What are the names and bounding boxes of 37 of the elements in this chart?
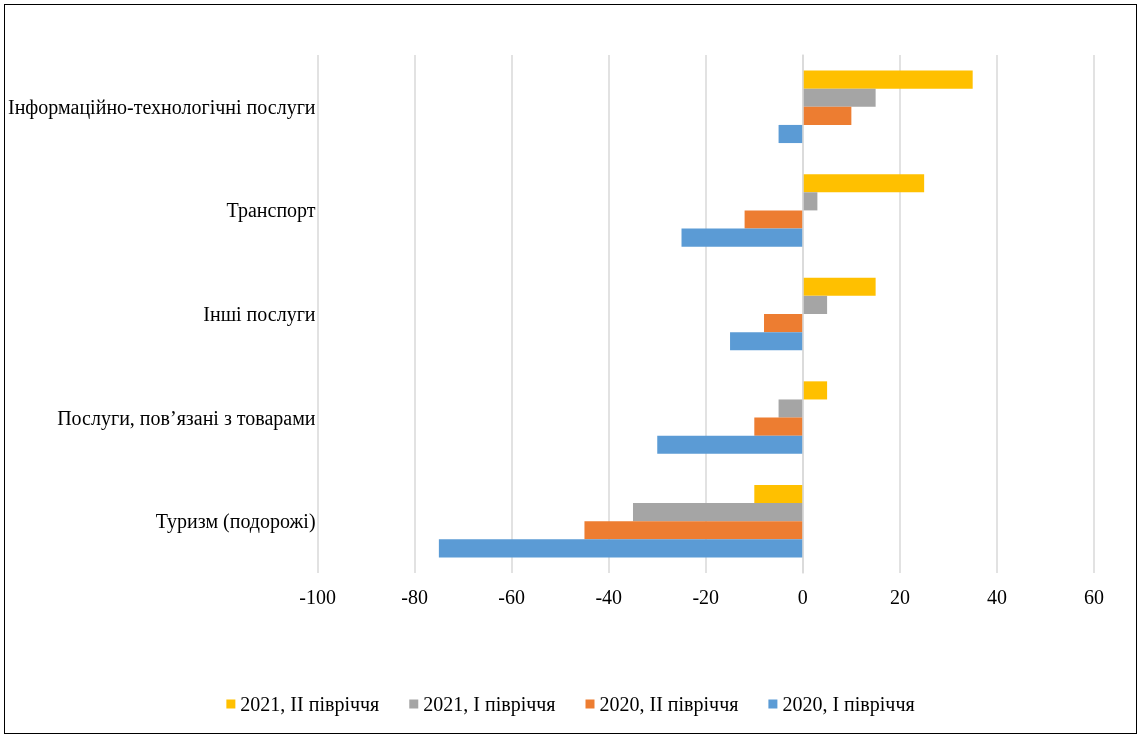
bar bbox=[778, 124, 803, 144]
y-tick-label: Інформаційно-технологічні послуги bbox=[8, 95, 316, 119]
y-tick-label: Туризм (подорожі) bbox=[155, 510, 316, 534]
x-tick-label: -20 bbox=[692, 586, 720, 608]
bar bbox=[744, 210, 803, 229]
x-tick-label: -80 bbox=[401, 586, 428, 608]
bar bbox=[632, 503, 803, 522]
bar bbox=[802, 381, 828, 400]
legend-label: 2020, ІІ півріччя bbox=[599, 693, 739, 716]
legend-label: 2020, І півріччя bbox=[782, 693, 915, 716]
bar bbox=[802, 70, 973, 89]
y-tick-label: Транспорт bbox=[226, 199, 316, 223]
bar bbox=[438, 539, 803, 558]
legend-label: 2021, І півріччя bbox=[423, 693, 556, 716]
x-tick-label: -60 bbox=[498, 586, 525, 608]
x-tick-label: -40 bbox=[595, 586, 623, 608]
y-tick-label: Інші послуги bbox=[203, 303, 316, 326]
bar bbox=[778, 399, 803, 418]
bar bbox=[802, 106, 852, 125]
x-tick-label: -100 bbox=[299, 586, 336, 608]
x-tick-label: 60 bbox=[1084, 586, 1104, 608]
bar bbox=[754, 484, 803, 504]
y-tick-label: Послуги, пов’язані з товарами bbox=[57, 406, 316, 430]
bar bbox=[802, 277, 876, 296]
bar bbox=[802, 174, 925, 193]
x-tick-label: 20 bbox=[889, 586, 910, 608]
bar bbox=[754, 417, 803, 436]
x-tick-label: 40 bbox=[986, 586, 1007, 608]
bar bbox=[681, 228, 803, 247]
bar bbox=[764, 314, 803, 333]
bar bbox=[584, 521, 803, 540]
bar bbox=[657, 435, 803, 454]
bar bbox=[730, 332, 803, 351]
x-tick-label: 0 bbox=[797, 586, 808, 608]
bar bbox=[802, 295, 828, 314]
bar bbox=[802, 88, 876, 107]
legend-label: 2021, ІІ півріччя bbox=[240, 693, 380, 716]
